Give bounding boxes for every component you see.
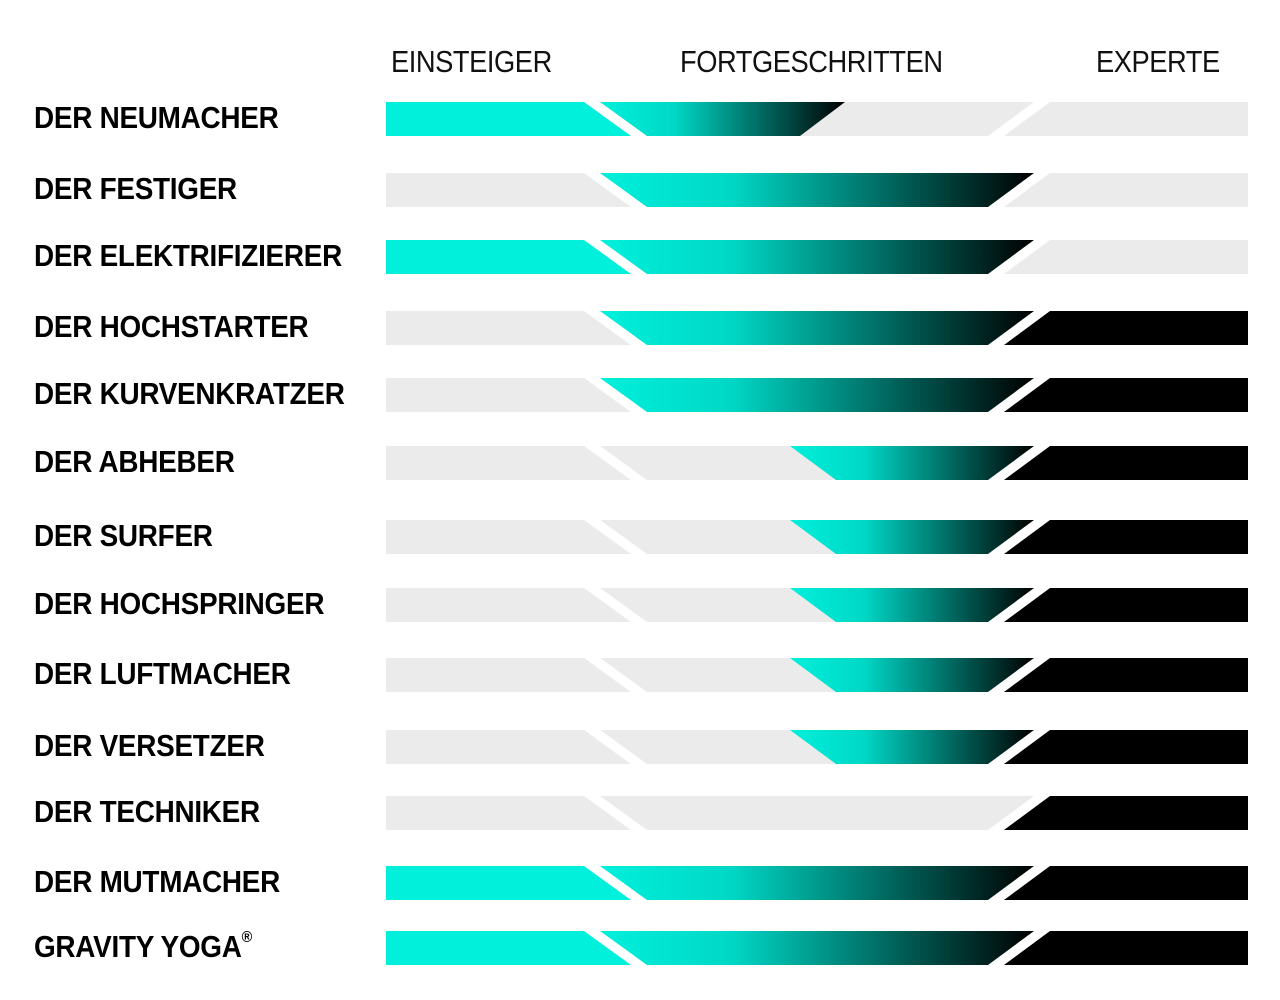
row-label-text: DER LUFTMACHER: [34, 656, 291, 691]
registered-mark: ®: [241, 928, 253, 946]
advanced-segment-partial: [790, 520, 1034, 554]
advanced-segment: [600, 931, 1034, 965]
row-label-text: DER FESTIGER: [34, 171, 237, 206]
advanced-segment-partial: [790, 446, 1034, 480]
expert-segment: [1004, 866, 1248, 900]
row-label: DER KURVENKRATZER: [34, 376, 345, 412]
expert-segment: [1004, 446, 1248, 480]
row-label: DER ELEKTRIFIZIERER: [34, 238, 342, 274]
expert-segment: [1004, 658, 1248, 692]
row-label: DER SURFER: [34, 518, 213, 554]
beginner-segment: [386, 931, 631, 965]
row-label: GRAVITY YOGA®: [34, 929, 252, 965]
beginner-segment: [386, 796, 631, 830]
advanced-segment: [600, 311, 1034, 345]
expert-segment: [1004, 796, 1248, 830]
advanced-segment: [600, 378, 1034, 412]
advanced-segment-partial: [600, 102, 845, 136]
beginner-segment: [386, 311, 631, 345]
row-label: DER HOCHSTARTER: [34, 309, 309, 345]
expert-segment: [1004, 102, 1248, 136]
expert-segment: [1004, 588, 1248, 622]
advanced-segment: [600, 173, 1034, 207]
row-label-text: DER KURVENKRATZER: [34, 376, 345, 411]
row-label-text: DER VERSETZER: [34, 728, 265, 763]
row-label: DER HOCHSPRINGER: [34, 586, 324, 622]
row-label-text: DER NEUMACHER: [34, 100, 279, 135]
column-header-beginner: EINSTEIGER: [391, 44, 552, 79]
advanced-segment-empty: [600, 796, 1034, 830]
row-label: DER ABHEBER: [34, 444, 235, 480]
expert-segment: [1004, 240, 1248, 274]
beginner-segment: [386, 446, 631, 480]
beginner-segment: [386, 866, 631, 900]
row-label-text: DER TECHNIKER: [34, 794, 260, 829]
advanced-segment-partial: [790, 588, 1034, 622]
beginner-segment: [386, 102, 631, 136]
row-label-text: DER ABHEBER: [34, 444, 235, 479]
row-label: DER MUTMACHER: [34, 864, 280, 900]
column-header-expert: EXPERTE: [1096, 44, 1220, 79]
beginner-segment: [386, 588, 631, 622]
expert-segment: [1004, 378, 1248, 412]
advanced-segment: [600, 866, 1034, 900]
beginner-segment: [386, 173, 631, 207]
advanced-segment-partial: [790, 730, 1034, 764]
beginner-segment: [386, 378, 631, 412]
expert-segment: [1004, 931, 1248, 965]
row-label-text: DER SURFER: [34, 518, 213, 553]
expert-segment: [1004, 311, 1248, 345]
advanced-segment: [600, 240, 1034, 274]
row-label-text: DER HOCHSPRINGER: [34, 586, 325, 621]
row-label: DER FESTIGER: [34, 171, 237, 207]
expert-segment: [1004, 173, 1248, 207]
row-label: DER VERSETZER: [34, 728, 265, 764]
row-label: DER LUFTMACHER: [34, 656, 291, 692]
column-header-advanced: FORTGESCHRITTEN: [680, 44, 943, 79]
beginner-segment: [386, 240, 631, 274]
beginner-segment: [386, 520, 631, 554]
row-label: DER TECHNIKER: [34, 794, 260, 830]
row-label-text: DER ELEKTRIFIZIERER: [34, 238, 342, 273]
row-label-text: DER HOCHSTARTER: [34, 309, 309, 344]
advanced-segment-partial: [790, 658, 1034, 692]
row-label: DER NEUMACHER: [34, 100, 279, 136]
row-label-text: DER MUTMACHER: [34, 864, 281, 899]
expert-segment: [1004, 730, 1248, 764]
beginner-segment: [386, 658, 631, 692]
row-label-text: GRAVITY YOGA: [34, 929, 242, 964]
beginner-segment: [386, 730, 631, 764]
expert-segment: [1004, 520, 1248, 554]
